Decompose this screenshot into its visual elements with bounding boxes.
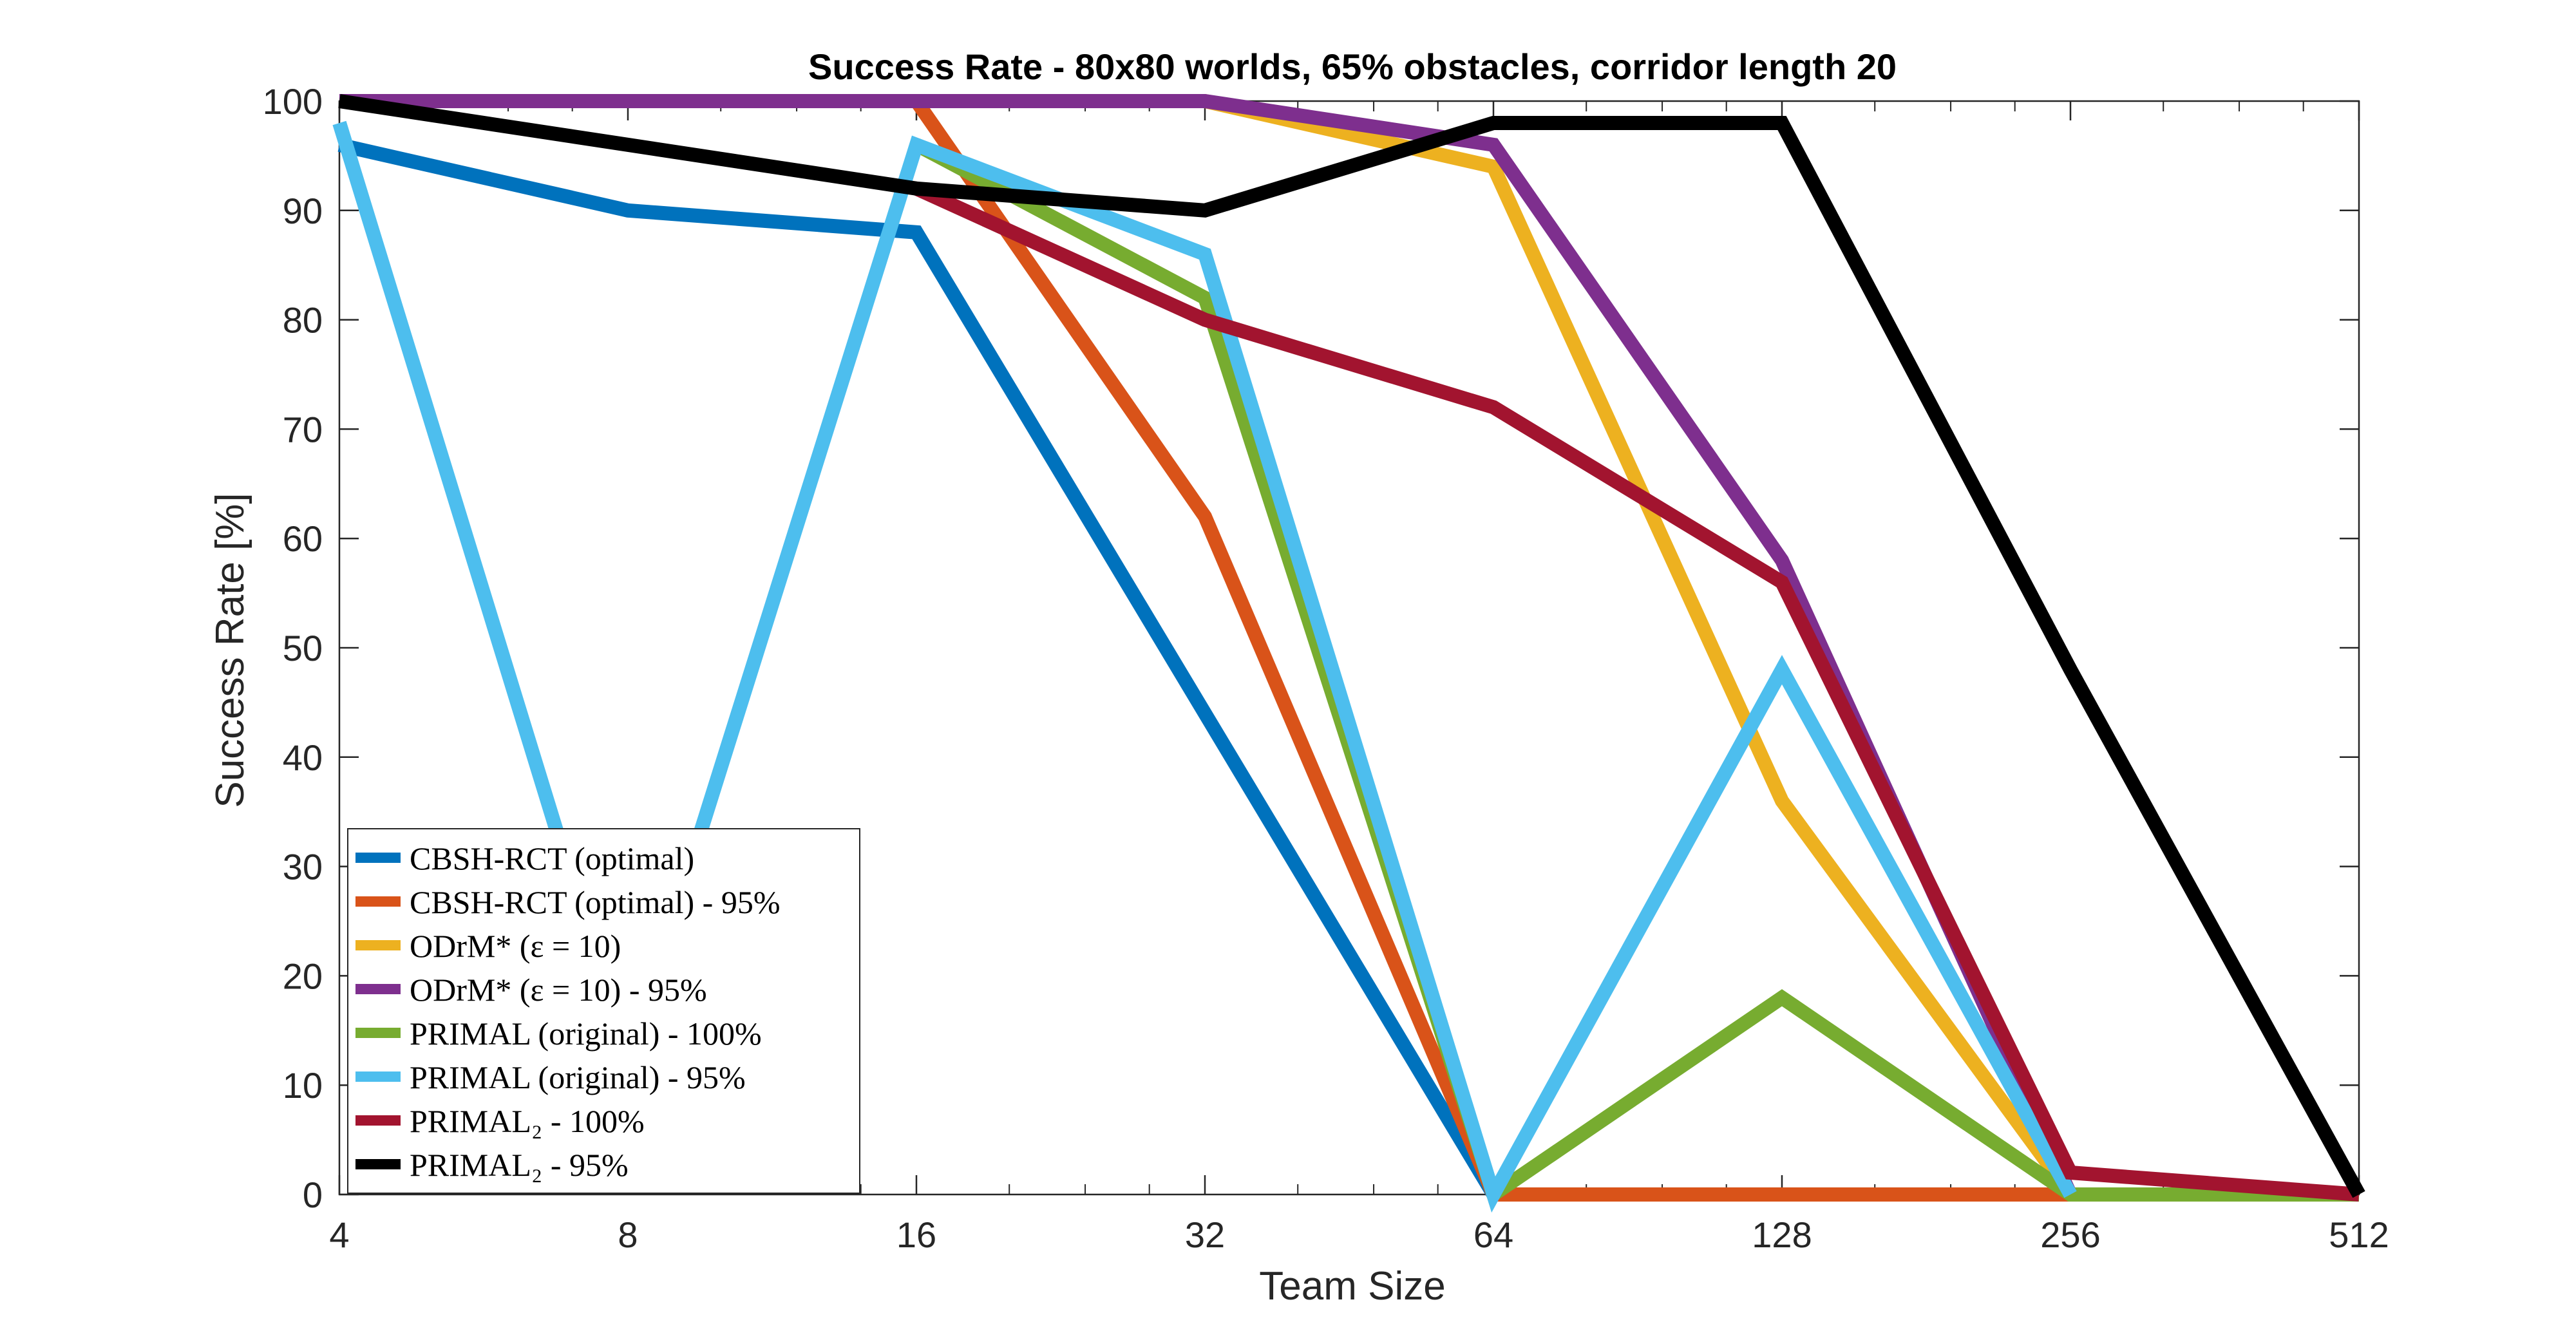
- y-tick-label: 60: [283, 518, 323, 559]
- x-tick-label: 64: [1473, 1214, 1513, 1255]
- legend-entry-label: PRIMAL₂ - 100%: [410, 1103, 645, 1139]
- y-tick-label: 100: [263, 81, 323, 122]
- legend-entry-label: ODrM* (ε = 10): [410, 928, 621, 964]
- legend-entry-label: CBSH-RCT (optimal): [410, 840, 694, 876]
- y-tick-label: 70: [283, 409, 323, 449]
- y-tick-label: 0: [303, 1175, 323, 1215]
- y-tick-label: 10: [283, 1065, 323, 1106]
- x-tick-label: 8: [618, 1214, 638, 1255]
- legend: CBSH-RCT (optimal) CBSH-RCT (optimal) - 9…: [347, 828, 860, 1194]
- series-line-4: [913, 138, 2359, 1206]
- legend-box: [347, 828, 860, 1194]
- legend-entry-label: CBSH-RCT (optimal) - 95%: [410, 884, 780, 920]
- x-tick-label: 512: [2329, 1214, 2389, 1255]
- legend-entry-label: PRIMAL (original) - 100%: [410, 1015, 762, 1052]
- legend-entry-label: PRIMAL₂ - 95%: [410, 1147, 629, 1183]
- x-tick-label: 4: [329, 1214, 349, 1255]
- y-tick-label: 20: [283, 956, 323, 996]
- x-tick-label: 32: [1185, 1214, 1225, 1255]
- series-line-3: [339, 94, 2078, 1198]
- series-line-6: [913, 182, 2360, 1202]
- x-tick-label: 128: [1752, 1214, 1812, 1255]
- y-tick-label: 50: [283, 628, 323, 668]
- y-tick-label: 30: [283, 847, 323, 887]
- x-axis-label: Team Size: [1259, 1264, 1445, 1308]
- y-tick-label: 80: [283, 300, 323, 341]
- x-tick-label: 16: [896, 1214, 936, 1255]
- y-tick-label: 90: [283, 191, 323, 231]
- series-line-7: [338, 94, 2365, 1198]
- chart-title: Success Rate - 80x80 worlds, 65% obstacl…: [808, 46, 1897, 87]
- legend-entry-label: ODrM* (ε = 10) - 95%: [410, 972, 707, 1008]
- legend-entry-label: PRIMAL (original) - 95%: [410, 1059, 746, 1095]
- y-tick-label: 40: [283, 737, 323, 778]
- x-tick-label: 256: [2040, 1214, 2100, 1255]
- y-axis-label: Success Rate [%]: [208, 493, 252, 807]
- series-line-0: [337, 138, 1500, 1198]
- plot-area: 4 8 16 32 64 128 256 512 0 10 20 30 40 50 60 70 80 90 100: [263, 81, 2389, 1255]
